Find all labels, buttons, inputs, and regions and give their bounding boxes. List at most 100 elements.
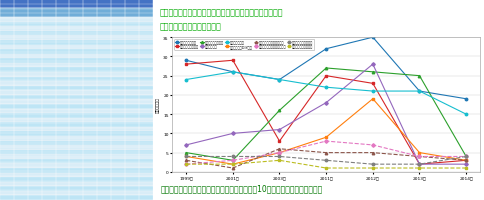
Bar — [0, 123, 152, 127]
メッセージグループ — [229, 60, 235, 62]
メッセージグループ — [183, 64, 189, 66]
Bar — [0, 145, 152, 150]
ワタミの介護 — [276, 129, 282, 131]
ニチイグループ — [229, 71, 235, 74]
Bar — [0, 159, 152, 164]
Legend: ベネッセグループ, メッセージグループ, 積水ハウスグループ, ワタミの介護, ニチイグループ, 損保ジャパンDIY介護, セントケア（株）グループ, グッドタ: ベネッセグループ, メッセージグループ, 積水ハウスグループ, ワタミの介護, … — [174, 40, 314, 50]
Bar — [0, 136, 152, 141]
Line: グッドタイムリビング（株）: グッドタイムリビング（株） — [184, 140, 467, 166]
Bar — [0, 32, 152, 36]
ベネッセグループ — [369, 37, 375, 39]
ソシオームスグループ — [229, 155, 235, 158]
Bar — [0, 141, 152, 145]
Line: ベネッセグループ: ベネッセグループ — [184, 37, 467, 101]
Bar — [0, 164, 152, 168]
Bar — [0, 104, 152, 109]
Bar — [0, 177, 152, 182]
積水ハウスグループ — [462, 155, 468, 158]
Bar — [0, 150, 152, 154]
ニチイグループ — [462, 113, 468, 116]
Bar — [0, 41, 152, 45]
ベネッセグループ — [276, 79, 282, 81]
ウィメディアグループ — [416, 167, 422, 169]
グッドタイムリビング（株） — [322, 140, 328, 143]
Line: セントケア（株）グループ: セントケア（株）グループ — [184, 148, 467, 169]
Bar — [0, 168, 152, 173]
Bar — [0, 191, 152, 195]
Bar — [0, 186, 152, 191]
積水ハウスグループ — [322, 67, 328, 70]
Bar — [0, 100, 152, 104]
Bar — [0, 195, 152, 200]
メッセージグループ — [462, 159, 468, 162]
セントケア（株）グループ — [322, 152, 328, 154]
グッドタイムリビング（株） — [416, 155, 422, 158]
Bar — [0, 114, 152, 118]
ベネッセグループ — [462, 98, 468, 100]
Bar — [0, 68, 152, 73]
Text: ＜上位オペレーター展開エリア状況（有料老人ホーム等、: ＜上位オペレーター展開エリア状況（有料老人ホーム等、 — [159, 8, 282, 17]
Line: ウィメディアグループ: ウィメディアグループ — [184, 159, 467, 169]
損保ジャパンDIY介護 — [276, 152, 282, 154]
Bar — [0, 127, 152, 132]
ワタミの介護 — [462, 163, 468, 166]
Bar — [0, 95, 152, 100]
Bar — [0, 50, 152, 54]
ニチイグループ — [276, 79, 282, 81]
Line: ワタミの介護: ワタミの介護 — [184, 64, 467, 166]
損保ジャパンDIY介護 — [322, 136, 328, 139]
ワタミの介護 — [229, 133, 235, 135]
ウィメディアグループ — [276, 159, 282, 162]
損保ジャパンDIY介護 — [369, 98, 375, 100]
セントケア（株）グループ — [416, 155, 422, 158]
ソシオームスグループ — [183, 155, 189, 158]
グッドタイムリビング（株） — [276, 152, 282, 154]
セントケア（株）グループ — [229, 167, 235, 169]
ワタミの介護 — [183, 144, 189, 146]
セントケア（株）グループ — [183, 159, 189, 162]
Line: ニチイグループ: ニチイグループ — [184, 71, 467, 116]
損保ジャパンDIY介護 — [229, 163, 235, 166]
メッセージグループ — [322, 75, 328, 77]
積水ハウスグループ — [416, 75, 422, 77]
ベネッセグループ — [183, 60, 189, 62]
ベネッセグループ — [322, 48, 328, 51]
Line: 積水ハウスグループ: 積水ハウスグループ — [184, 67, 467, 162]
Line: 損保ジャパンDIY介護: 損保ジャパンDIY介護 — [184, 98, 467, 166]
メッセージグループ — [416, 163, 422, 166]
ソシオームスグループ — [322, 159, 328, 162]
ワタミの介護 — [369, 64, 375, 66]
ウィメディアグループ — [462, 167, 468, 169]
Bar — [0, 36, 152, 41]
Bar — [0, 23, 152, 27]
セントケア（株）グループ — [369, 152, 375, 154]
グッドタイムリビング（株） — [462, 155, 468, 158]
積水ハウスグループ — [276, 110, 282, 112]
Bar — [0, 91, 152, 95]
ニチイグループ — [322, 87, 328, 89]
Text: グループホーム、サ付住）＞: グループホーム、サ付住）＞ — [159, 22, 221, 31]
ベネッセグループ — [416, 90, 422, 93]
Bar — [0, 73, 152, 77]
Bar — [0, 173, 152, 177]
ソシオームスグループ — [416, 163, 422, 166]
損保ジャパンDIY介護 — [183, 155, 189, 158]
ニチイグループ — [369, 90, 375, 93]
Text: ＜年次別オペレータ供給推移／ランキング上位10社（有料老人ホーム等）＞: ＜年次別オペレータ供給推移／ランキング上位10社（有料老人ホーム等）＞ — [160, 184, 322, 192]
セントケア（株）グループ — [276, 148, 282, 150]
Bar — [0, 54, 152, 59]
セントケア（株）グループ — [462, 159, 468, 162]
Bar — [0, 154, 152, 159]
ニチイグループ — [416, 90, 422, 93]
ウィメディアグループ — [322, 167, 328, 169]
Bar — [0, 118, 152, 123]
Bar — [0, 109, 152, 114]
ソシオームスグループ — [369, 163, 375, 166]
損保ジャパンDIY介護 — [462, 159, 468, 162]
Bar — [0, 27, 152, 32]
ソシオームスグループ — [462, 155, 468, 158]
Y-axis label: （ホーム数）: （ホーム数） — [156, 97, 160, 113]
ワタミの介護 — [416, 163, 422, 166]
Bar — [0, 63, 152, 68]
Line: メッセージグループ: メッセージグループ — [184, 60, 467, 166]
